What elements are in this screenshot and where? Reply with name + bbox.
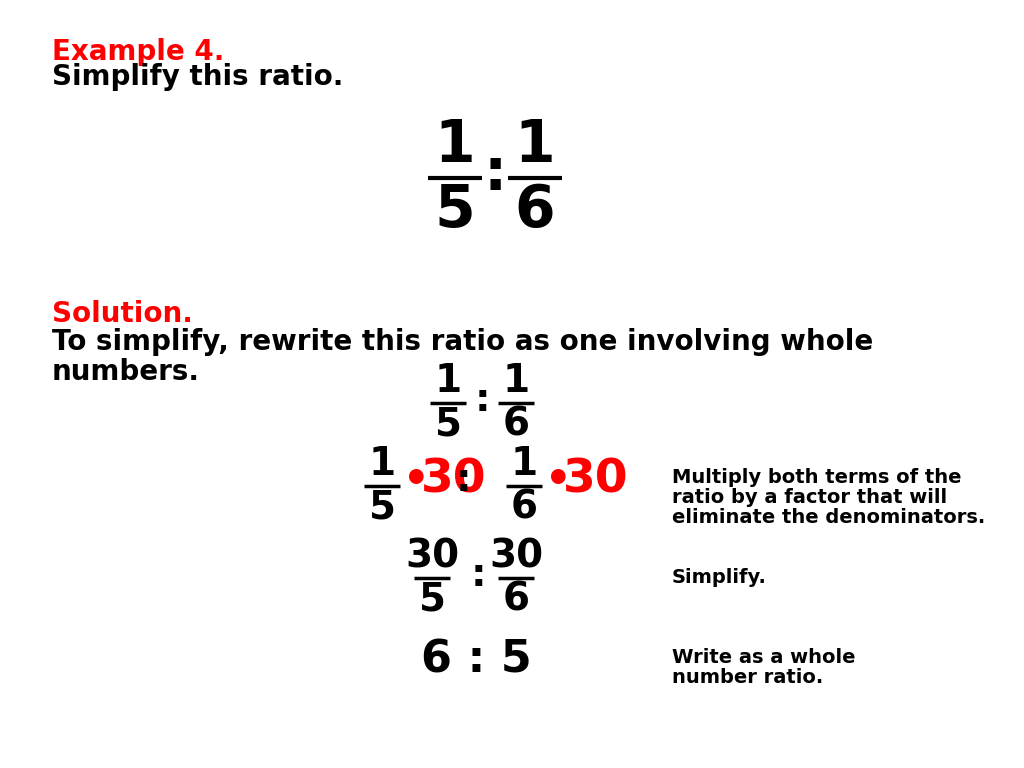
Text: :: : [456,461,471,499]
Text: 1: 1 [369,445,395,484]
Text: •: • [403,459,430,501]
Text: number ratio.: number ratio. [672,668,823,687]
Text: 1: 1 [515,118,555,174]
Text: 6: 6 [511,488,538,527]
Text: 1: 1 [434,118,475,174]
Text: :: : [474,381,489,419]
Text: :: : [483,144,507,201]
Text: 6: 6 [503,406,529,444]
Text: Example 4.: Example 4. [52,38,224,66]
Text: 30: 30 [563,458,629,502]
Text: 5: 5 [434,406,462,444]
Text: 1: 1 [503,362,529,400]
Text: 6: 6 [515,182,555,239]
Text: 30: 30 [404,538,459,575]
Text: •: • [545,459,571,501]
Text: Write as a whole: Write as a whole [672,648,855,667]
Text: ratio by a factor that will: ratio by a factor that will [672,488,947,507]
Text: 1: 1 [434,362,462,400]
Text: Simplify this ratio.: Simplify this ratio. [52,63,343,91]
Text: Simplify.: Simplify. [672,568,767,587]
Text: 6: 6 [503,581,529,618]
Text: 30: 30 [488,538,543,575]
Text: 1: 1 [510,445,538,484]
Text: 6 : 5: 6 : 5 [421,638,531,681]
Text: 5: 5 [369,488,395,527]
Text: Solution.: Solution. [52,300,193,328]
Text: 5: 5 [434,182,475,239]
Text: numbers.: numbers. [52,358,200,386]
Text: eliminate the denominators.: eliminate the denominators. [672,508,985,527]
Text: 30: 30 [421,458,486,502]
Text: :: : [470,556,485,594]
Text: Multiply both terms of the: Multiply both terms of the [672,468,962,487]
Text: To simplify, rewrite this ratio as one involving whole: To simplify, rewrite this ratio as one i… [52,328,873,356]
Text: 5: 5 [419,581,445,618]
